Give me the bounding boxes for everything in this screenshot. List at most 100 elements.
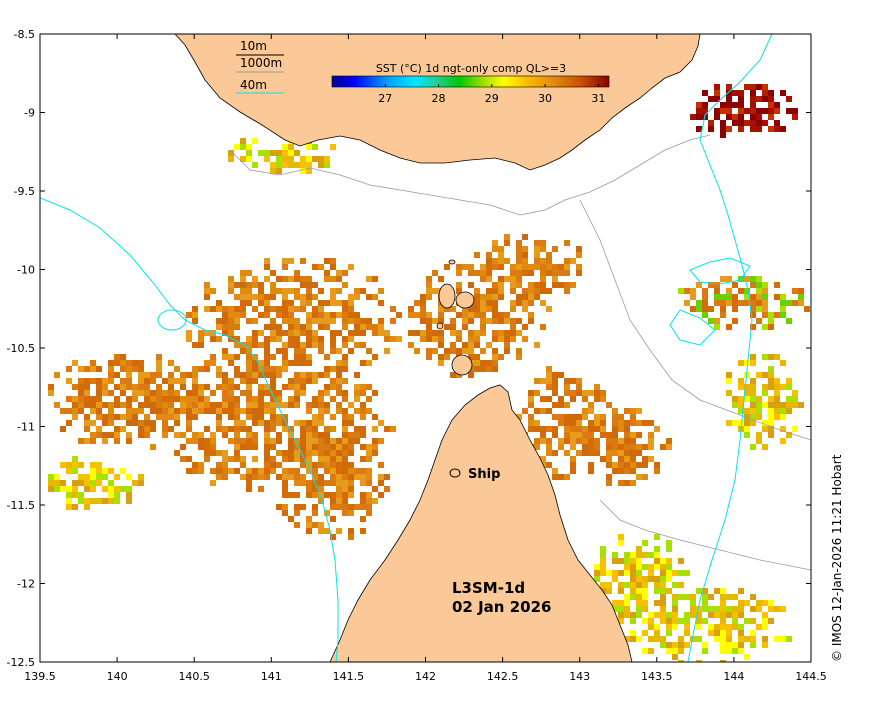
sst-pixel — [276, 414, 282, 420]
sst-pixel — [342, 312, 348, 318]
sst-pixel — [450, 324, 456, 330]
sst-pixel — [480, 294, 486, 300]
sst-pixel — [414, 300, 420, 306]
sst-pixel — [78, 390, 84, 396]
sst-pixel — [270, 384, 276, 390]
sst-pixel — [738, 642, 744, 648]
sst-pixel — [282, 414, 288, 420]
sst-pixel — [726, 594, 732, 600]
sst-pixel — [624, 480, 630, 486]
sst-pixel — [534, 252, 540, 258]
sst-pixel — [144, 426, 150, 432]
sst-pixel — [606, 462, 612, 468]
sst-pixel — [516, 252, 522, 258]
sst-pixel — [294, 468, 300, 474]
sst-pixel — [258, 384, 264, 390]
sst-pixel — [510, 318, 516, 324]
sst-pixel — [612, 444, 618, 450]
sst-pixel — [702, 90, 708, 96]
sst-pixel — [354, 432, 360, 438]
sst-pixel — [312, 492, 318, 498]
sst-pixel — [744, 390, 750, 396]
sst-pixel — [276, 420, 282, 426]
sst-pixel — [564, 384, 570, 390]
sst-pixel — [246, 468, 252, 474]
sst-pixel — [564, 270, 570, 276]
sst-pixel — [708, 282, 714, 288]
sst-pixel — [342, 414, 348, 420]
sst-pixel — [342, 474, 348, 480]
sst-pixel — [546, 288, 552, 294]
sst-pixel — [186, 396, 192, 402]
sst-pixel — [768, 606, 774, 612]
sst-pixel — [756, 126, 762, 132]
sst-pixel — [126, 492, 132, 498]
sst-pixel — [738, 384, 744, 390]
sst-pixel — [90, 408, 96, 414]
sst-pixel — [726, 606, 732, 612]
sst-pixel — [720, 294, 726, 300]
sst-pixel — [480, 360, 486, 366]
sst-pixel — [558, 396, 564, 402]
sst-pixel — [732, 402, 738, 408]
sst-pixel — [72, 414, 78, 420]
sst-pixel — [768, 108, 774, 114]
sst-pixel — [732, 282, 738, 288]
sst-pixel — [744, 636, 750, 642]
sst-pixel — [258, 342, 264, 348]
sst-pixel — [336, 504, 342, 510]
sst-pixel — [564, 402, 570, 408]
sst-pixel — [540, 300, 546, 306]
sst-pixel — [720, 588, 726, 594]
sst-pixel — [264, 372, 270, 378]
sst-pixel — [318, 450, 324, 456]
sst-pixel — [528, 300, 534, 306]
sst-pixel — [126, 372, 132, 378]
sst-pixel — [522, 288, 528, 294]
sst-pixel — [318, 420, 324, 426]
sst-pixel — [588, 390, 594, 396]
sst-pixel — [108, 414, 114, 420]
sst-pixel — [252, 432, 258, 438]
sst-pixel — [648, 576, 654, 582]
island — [436, 322, 444, 330]
sst-pixel — [390, 336, 396, 342]
sst-pixel — [204, 366, 210, 372]
sst-pixel — [654, 534, 660, 540]
sst-pixel — [726, 648, 732, 654]
sst-pixel — [648, 552, 654, 558]
sst-pixel — [258, 360, 264, 366]
sst-pixel — [186, 438, 192, 444]
sst-pixel — [570, 420, 576, 426]
sst-pixel — [192, 438, 198, 444]
sst-pixel — [318, 300, 324, 306]
sst-pixel — [342, 420, 348, 426]
sst-pixel — [342, 366, 348, 372]
x-tick-label: 142 — [415, 670, 436, 683]
sst-pixel — [678, 594, 684, 600]
sst-pixel — [102, 438, 108, 444]
sst-pixel — [198, 438, 204, 444]
sst-pixel — [252, 414, 258, 420]
sst-pixel — [456, 330, 462, 336]
sst-pixel — [498, 282, 504, 288]
sst-pixel — [510, 264, 516, 270]
sst-pixel — [252, 282, 258, 288]
sst-pixel — [792, 114, 798, 120]
sst-pixel — [318, 480, 324, 486]
sst-pixel — [204, 438, 210, 444]
sst-pixel — [648, 648, 654, 654]
sst-pixel — [276, 312, 282, 318]
sst-pixel — [72, 396, 78, 402]
sst-pixel — [648, 432, 654, 438]
sst-pixel — [246, 432, 252, 438]
sst-pixel — [534, 408, 540, 414]
sst-pixel — [552, 372, 558, 378]
sst-pixel — [120, 414, 126, 420]
sst-pixel — [600, 552, 606, 558]
sst-pixel — [750, 618, 756, 624]
sst-pixel — [438, 330, 444, 336]
sst-pixel — [222, 330, 228, 336]
sst-pixel — [612, 408, 618, 414]
sst-pixel — [618, 438, 624, 444]
